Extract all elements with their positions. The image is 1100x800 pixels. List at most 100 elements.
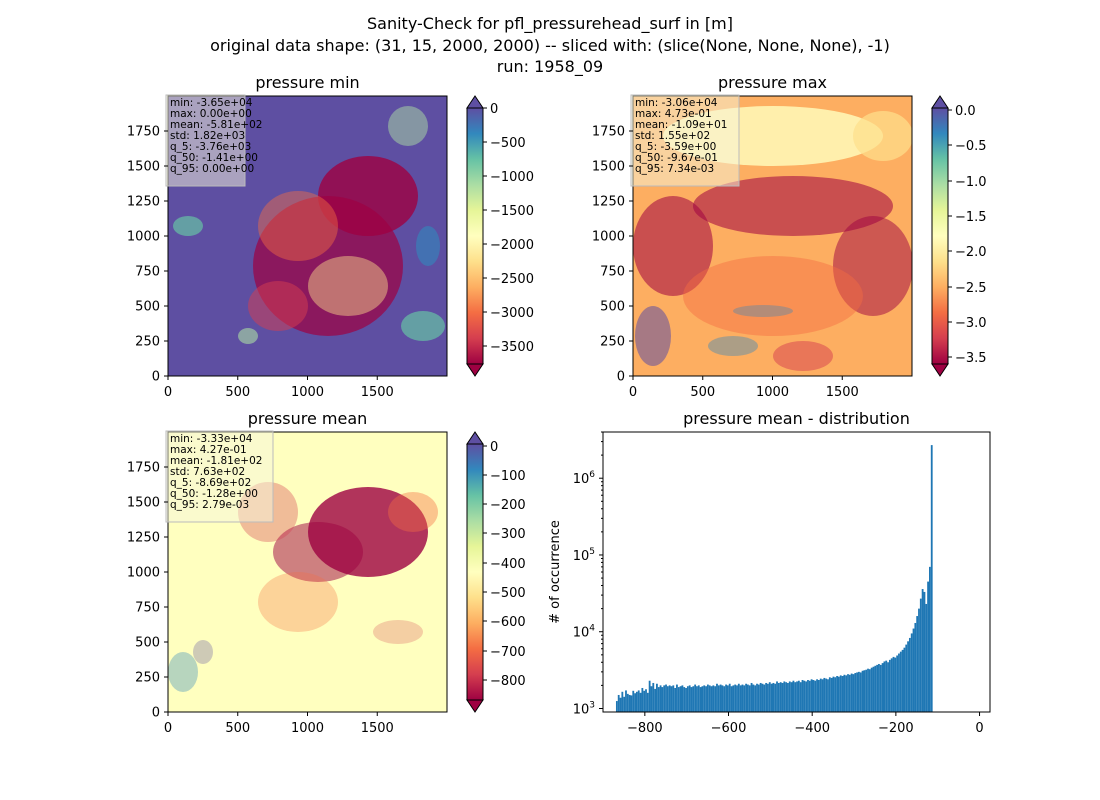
stats-box-bg — [630, 94, 740, 187]
stats-q95: q_95: 2.79e-03 — [170, 499, 249, 511]
stats-q95: q_95: 7.34e-03 — [635, 163, 714, 175]
x-tick-label: 1500 — [826, 385, 859, 400]
histogram-bar — [868, 669, 871, 712]
histogram-bar — [805, 681, 808, 712]
histogram-bar — [752, 684, 755, 712]
histogram-bar — [832, 676, 835, 712]
colorbar-tick-label: −400 — [490, 557, 526, 572]
y-axis: 0 250 500 750 1000 1250 1500 1750 — [127, 125, 168, 385]
histogram-bar — [734, 684, 737, 712]
histogram-bar — [677, 687, 680, 712]
histogram-bar — [721, 685, 724, 712]
colorbar-tick-label: −3500 — [490, 340, 534, 355]
histogram-bar — [750, 682, 753, 712]
histogram-bar — [838, 676, 840, 712]
histogram-bar — [839, 675, 842, 712]
histogram-bar — [794, 682, 797, 712]
histogram-bar — [867, 668, 869, 712]
y-tick-label: 103 — [573, 700, 595, 717]
histogram-bar — [626, 693, 629, 712]
histogram-bar — [812, 680, 815, 712]
y-tick-label: 250 — [135, 335, 160, 350]
y-tick-label: 1000 — [127, 566, 160, 581]
histogram-bar — [621, 691, 624, 712]
histogram-bar — [659, 685, 662, 712]
x-tick-label: 0 — [164, 721, 172, 736]
histogram-bar — [788, 681, 791, 712]
histogram-bar — [623, 696, 626, 712]
histogram-bar — [825, 678, 828, 712]
stats-max: max: 4.73e-01 — [635, 108, 712, 120]
histogram-bar — [908, 637, 911, 712]
figure-title-line-2: original data shape: (31, 15, 2000, 2000… — [210, 36, 890, 55]
panel-title: pressure mean — [248, 409, 368, 428]
histogram-bar — [676, 684, 678, 712]
histogram-bar — [787, 682, 789, 712]
histogram-bar — [808, 680, 811, 712]
histogram-bar — [703, 685, 706, 712]
stats-box-bg — [165, 94, 246, 187]
histogram-bar — [723, 686, 726, 712]
colorbar-tick-label: 0.0 — [955, 104, 976, 119]
histogram-bar — [730, 686, 733, 712]
histogram-bar — [688, 685, 691, 712]
stats-q50: q_50: -1.41e+00 — [170, 152, 258, 164]
histogram-bar — [685, 687, 687, 712]
histogram-bar — [887, 662, 889, 712]
histogram-bar — [701, 686, 704, 712]
colorbar-tick-label: −500 — [490, 136, 526, 151]
histogram-bar — [648, 680, 651, 712]
y-tick-label: 750 — [135, 601, 160, 616]
histogram-bar — [774, 683, 777, 712]
heatmap-area — [168, 96, 447, 376]
y-tick-label: 250 — [135, 671, 160, 686]
colorbar-tick-label: −100 — [490, 469, 526, 484]
colorbar-tick-label: −300 — [490, 527, 526, 542]
x-tick-label: 500 — [690, 385, 715, 400]
colorbar-extend-bottom — [931, 363, 949, 377]
stats-std: std: 1.55e+02 — [635, 130, 710, 142]
histogram-bar — [929, 566, 931, 712]
histogram-bar — [712, 685, 715, 712]
blob-periphery — [173, 106, 445, 344]
colorbar-tick-label: 0 — [490, 102, 498, 117]
histogram-bar — [856, 672, 859, 712]
x-axis: 0 500 1000 1500 — [164, 712, 394, 736]
histogram-bar — [890, 658, 893, 712]
histogram-bar — [777, 682, 780, 712]
histogram-bar — [785, 682, 788, 712]
histogram-bar — [876, 664, 879, 712]
histogram-bar — [898, 653, 900, 712]
histogram-bar — [728, 683, 731, 712]
stats-q95: q_95: 0.00e+00 — [170, 163, 254, 175]
stats-min: min: -3.65e+04 — [170, 97, 253, 109]
y-tick-label: 750 — [135, 265, 160, 280]
colorbar: 0 −100 −200 −300 −400 −500 −600 −700 −80… — [466, 431, 526, 713]
histogram-bar — [716, 683, 718, 712]
histogram-bar — [725, 684, 727, 712]
colorbar-tick-label: −2.5 — [955, 281, 987, 296]
histogram-bar — [899, 651, 902, 712]
histogram-bar — [903, 647, 906, 712]
histogram-bar — [792, 680, 795, 712]
stats-q50: q_50: -1.28e+00 — [170, 488, 258, 500]
histogram-bar — [767, 683, 769, 712]
histogram-bar — [852, 674, 855, 712]
histogram-bar — [830, 677, 833, 712]
histogram-bar — [907, 641, 909, 712]
histogram-bar — [870, 667, 873, 712]
colorbar-tick-label: −1.0 — [955, 175, 987, 190]
colorbar-extend-bottom — [466, 363, 484, 377]
y-tick-label: 1500 — [127, 160, 160, 175]
colorbar-tick-label: −0.5 — [955, 139, 987, 154]
stats-box-bg — [165, 430, 274, 523]
histogram-bar — [699, 687, 702, 712]
panel-pressure-min: pressure min min: -3.65e+04 max: 0.0 — [127, 73, 534, 400]
stats-q5: q_5: -3.59e+00 — [635, 141, 716, 153]
histogram-bar — [717, 685, 720, 712]
histogram-bar — [921, 589, 924, 712]
colorbar-tick-label: −600 — [490, 615, 526, 630]
y-tick-label: 0 — [617, 370, 625, 385]
panel-histogram: pressure mean - distribution # of occurr… — [548, 409, 991, 736]
histogram-bar — [690, 687, 693, 712]
